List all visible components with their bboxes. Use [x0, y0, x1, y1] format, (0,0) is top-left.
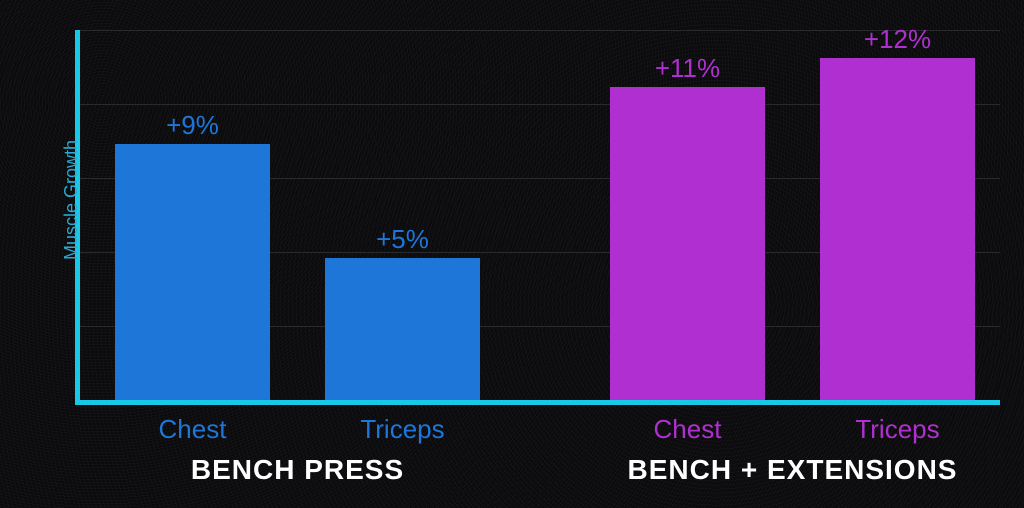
- group-label: BENCH PRESS: [115, 454, 480, 486]
- bar: [820, 58, 975, 400]
- y-axis-label: Muscle Growth: [61, 140, 82, 260]
- bar-value-label: +11%: [610, 53, 765, 84]
- bar-category-label: Triceps: [820, 414, 975, 445]
- bar: [610, 87, 765, 400]
- bar-value-label: +5%: [325, 224, 480, 255]
- group-label: BENCH + EXTENSIONS: [610, 454, 975, 486]
- bar: [115, 144, 270, 400]
- bar-value-label: +12%: [820, 24, 975, 55]
- bar-category-label: Chest: [610, 414, 765, 445]
- bar-value-label: +9%: [115, 110, 270, 141]
- x-axis-line: [75, 400, 1000, 405]
- bar-category-label: Triceps: [325, 414, 480, 445]
- chart-stage: +9% Chest +5% Triceps BENCH PRESS +11% Chest +1…: [0, 0, 1024, 508]
- bar-category-label: Chest: [115, 414, 270, 445]
- bar: [325, 258, 480, 400]
